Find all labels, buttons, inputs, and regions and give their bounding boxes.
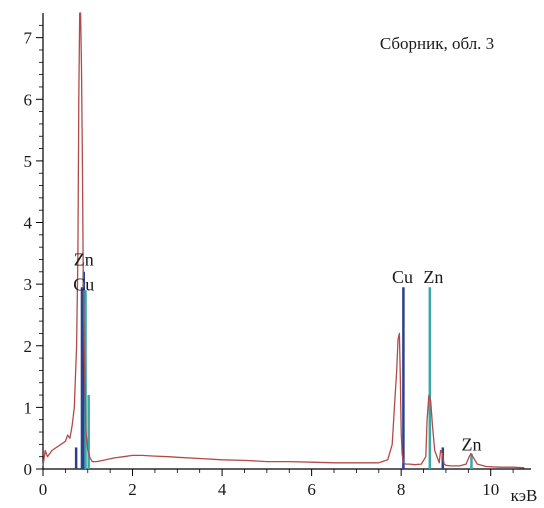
x-tick-label: 4 — [218, 480, 227, 499]
spectrum-lines — [42, 12, 525, 469]
x-tick-label: 0 — [39, 480, 48, 499]
y-tick-label: 1 — [24, 398, 33, 417]
x-tick-label: 8 — [397, 480, 406, 499]
peak-label: Zn — [74, 250, 94, 270]
peak-label: Cu — [73, 274, 94, 294]
spectrum-line — [42, 12, 525, 469]
peak-label: Zn — [461, 435, 481, 455]
x-tick-label: 10 — [482, 480, 499, 499]
peak-label: Zn — [423, 267, 443, 287]
y-tick-label: 7 — [24, 29, 33, 48]
x-tick-label: 2 — [128, 480, 137, 499]
axis-ticks: 0 1 2 3 4 5 6 7 0 2 4 6 8 10 — [24, 24, 514, 499]
y-tick-label: 5 — [24, 152, 33, 171]
axes — [42, 13, 531, 470]
y-tick-label: 2 — [24, 337, 33, 356]
y-tick-label: 3 — [24, 275, 33, 294]
y-tick-label: 4 — [24, 214, 33, 233]
y-tick-label: 0 — [24, 460, 33, 479]
chart-title: Сборник, обл. 3 — [380, 34, 494, 53]
peak-labels: Zn Cu Cu Zn Zn — [73, 250, 481, 455]
peak-bars — [74, 271, 473, 469]
y-tick-label: 6 — [24, 90, 33, 109]
x-tick-label: 6 — [307, 480, 316, 499]
x-axis-unit: кэВ — [511, 486, 538, 505]
peak-label: Cu — [392, 267, 413, 287]
